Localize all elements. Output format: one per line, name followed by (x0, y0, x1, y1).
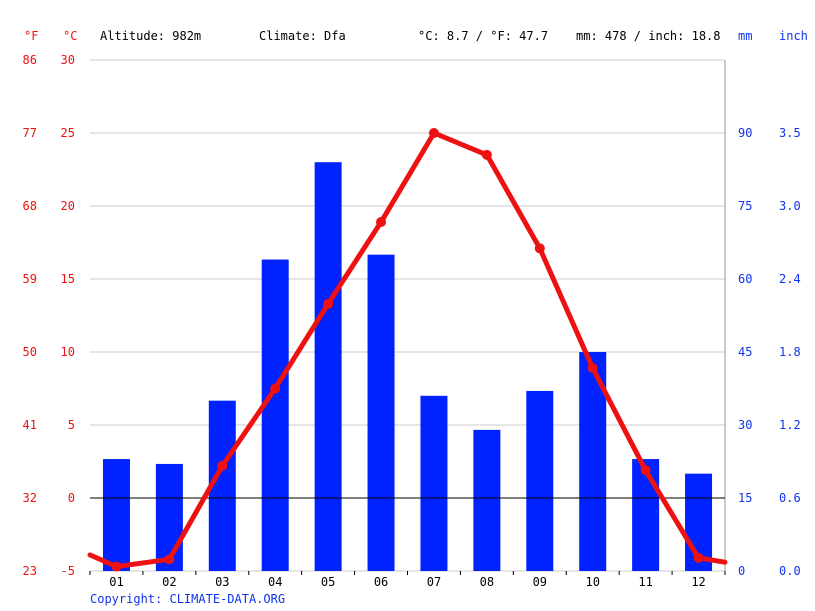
inch-tick-label: 1.2 (779, 418, 801, 432)
climate-label: Climate: Dfa (259, 29, 346, 43)
month-label: 06 (374, 575, 388, 589)
celsius-unit-label: °C (63, 29, 77, 43)
temperature-point (693, 552, 704, 563)
precipitation-bar (632, 459, 660, 571)
temperature-point (587, 363, 598, 374)
temperature-point (428, 128, 439, 138)
precipitation-bar (102, 459, 130, 571)
axis-labels: -5 23 0 32 5 41 10 50 15 59 20 68 25 77 30 86 0 0.0 15 0.6 3… (23, 53, 801, 589)
temperature-line (87, 128, 728, 572)
month-label: 08 (480, 575, 494, 589)
chart-header: °F °C Altitude: 982m Climate: Dfa °C: 8.… (24, 29, 808, 43)
altitude-label: Altitude: 982m (100, 29, 201, 43)
fahrenheit-tick-label: 41 (23, 418, 37, 432)
celsius-tick-label: -5 (61, 564, 75, 578)
average-temperature-label: °C: 8.7 / °F: 47.7 (418, 29, 548, 43)
precipitation-bar (261, 259, 289, 571)
precipitation-bar (420, 395, 448, 571)
mm-tick-label: 0 (738, 564, 745, 578)
celsius-tick-label: 25 (61, 126, 75, 140)
inch-tick-label: 3.5 (779, 126, 801, 140)
temperature-point (111, 561, 122, 572)
mm-tick-label: 60 (738, 272, 752, 286)
mm-tick-label: 75 (738, 199, 752, 213)
precipitation-bar (155, 463, 183, 571)
celsius-tick-label: 30 (61, 53, 75, 67)
temperature-point (164, 554, 175, 565)
month-label: 01 (109, 575, 123, 589)
precipitation-bar (526, 390, 554, 571)
inch-tick-label: 2.4 (779, 272, 801, 286)
celsius-tick-label: 10 (61, 345, 75, 359)
celsius-tick-label: 0 (68, 491, 75, 505)
fahrenheit-tick-label: 23 (23, 564, 37, 578)
copyright-label: Copyright: CLIMATE-DATA.ORG (90, 592, 285, 606)
celsius-tick-label: 5 (68, 418, 75, 432)
precipitation-bars (102, 162, 713, 571)
grid-lines (90, 59, 726, 572)
precipitation-bar (367, 254, 395, 571)
temperature-point (534, 243, 545, 254)
mm-tick-label: 45 (738, 345, 752, 359)
precipitation-bar (473, 429, 501, 571)
month-label: 09 (533, 575, 547, 589)
fahrenheit-tick-label: 50 (23, 345, 37, 359)
fahrenheit-tick-label: 59 (23, 272, 37, 286)
inch-unit-label: inch (779, 29, 808, 43)
mm-tick-label: 15 (738, 491, 752, 505)
fahrenheit-tick-label: 32 (23, 491, 37, 505)
mm-tick-label: 30 (738, 418, 752, 432)
inch-tick-label: 1.8 (779, 345, 801, 359)
total-precipitation-label: mm: 478 / inch: 18.8 (576, 29, 721, 43)
temperature-series-line (87, 130, 728, 570)
mm-tick-label: 90 (738, 126, 752, 140)
inch-tick-label: 3.0 (779, 199, 801, 213)
month-label: 12 (691, 575, 705, 589)
temperature-point (481, 149, 492, 160)
fahrenheit-tick-label: 68 (23, 199, 37, 213)
month-label: 05 (321, 575, 335, 589)
inch-tick-label: 0.6 (779, 491, 801, 505)
month-label: 11 (638, 575, 652, 589)
temperature-point (270, 383, 281, 394)
precipitation-bar (314, 162, 342, 571)
month-label: 10 (585, 575, 599, 589)
celsius-tick-label: 15 (61, 272, 75, 286)
temperature-point (376, 217, 387, 228)
month-label: 07 (427, 575, 441, 589)
month-label: 04 (268, 575, 282, 589)
fahrenheit-unit-label: °F (24, 29, 38, 43)
temperature-point (323, 298, 334, 309)
fahrenheit-tick-label: 77 (23, 126, 37, 140)
month-label: 02 (162, 575, 176, 589)
month-label: 03 (215, 575, 229, 589)
mm-unit-label: mm (738, 29, 752, 43)
temperature-point (640, 465, 651, 476)
celsius-tick-label: 20 (61, 199, 75, 213)
inch-tick-label: 0.0 (779, 564, 801, 578)
temperature-point (217, 460, 228, 471)
fahrenheit-tick-label: 86 (23, 53, 37, 67)
